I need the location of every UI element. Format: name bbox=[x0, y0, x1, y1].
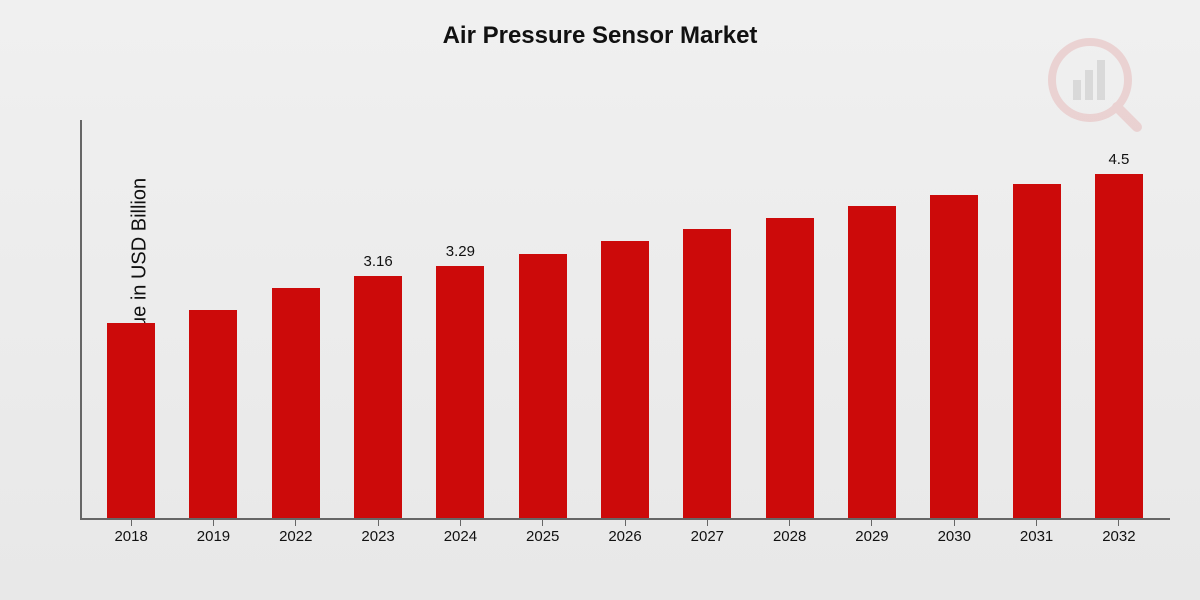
x-tick bbox=[707, 520, 708, 526]
x-tick bbox=[1118, 520, 1119, 526]
bar-slot: 4.5 bbox=[1078, 120, 1160, 518]
tick-slot bbox=[419, 520, 501, 526]
bar bbox=[930, 195, 978, 518]
bars-container: 3.16 3.29 4.5 bbox=[80, 120, 1170, 518]
x-axis-label: 2022 bbox=[255, 528, 337, 545]
bar bbox=[272, 288, 320, 518]
bar bbox=[683, 229, 731, 518]
bar-slot bbox=[172, 120, 254, 518]
x-axis-label: 2027 bbox=[666, 528, 748, 545]
x-tick bbox=[295, 520, 296, 526]
bar-slot bbox=[90, 120, 172, 518]
tick-slot bbox=[337, 520, 419, 526]
plot-area: 3.16 3.29 4.5 bbox=[80, 120, 1170, 520]
x-axis-label: 2030 bbox=[913, 528, 995, 545]
tick-slot bbox=[1078, 520, 1160, 526]
x-axis-label: 2019 bbox=[172, 528, 254, 545]
tick-slot bbox=[913, 520, 995, 526]
bar-slot: 3.29 bbox=[419, 120, 501, 518]
bar-slot bbox=[584, 120, 666, 518]
bar-slot bbox=[831, 120, 913, 518]
x-ticks bbox=[80, 520, 1170, 526]
x-axis-label: 2032 bbox=[1078, 528, 1160, 545]
tick-slot bbox=[831, 520, 913, 526]
bar-slot bbox=[502, 120, 584, 518]
bar-slot: 3.16 bbox=[337, 120, 419, 518]
tick-slot bbox=[172, 520, 254, 526]
x-tick bbox=[1036, 520, 1037, 526]
bar bbox=[766, 218, 814, 518]
bar-slot bbox=[913, 120, 995, 518]
bar bbox=[1013, 184, 1061, 518]
x-axis-label: 2018 bbox=[90, 528, 172, 545]
tick-slot bbox=[666, 520, 748, 526]
x-axis-label: 2031 bbox=[995, 528, 1077, 545]
bar bbox=[436, 266, 484, 518]
bar-slot bbox=[995, 120, 1077, 518]
x-axis-labels: 2018201920222023202420252026202720282029… bbox=[80, 528, 1170, 545]
bar bbox=[107, 323, 155, 518]
tick-slot bbox=[255, 520, 337, 526]
x-tick bbox=[213, 520, 214, 526]
x-tick bbox=[789, 520, 790, 526]
bar-value-label: 3.16 bbox=[363, 253, 392, 270]
x-tick bbox=[131, 520, 132, 526]
bar-value-label: 3.29 bbox=[446, 243, 475, 260]
tick-slot bbox=[90, 520, 172, 526]
bar bbox=[601, 241, 649, 518]
bar bbox=[519, 254, 567, 518]
x-tick bbox=[378, 520, 379, 526]
tick-slot bbox=[584, 520, 666, 526]
x-axis-label: 2026 bbox=[584, 528, 666, 545]
x-axis-label: 2023 bbox=[337, 528, 419, 545]
x-tick bbox=[542, 520, 543, 526]
x-tick bbox=[954, 520, 955, 526]
bar-value-label: 4.5 bbox=[1108, 151, 1129, 168]
x-axis-label: 2025 bbox=[502, 528, 584, 545]
bar-slot bbox=[666, 120, 748, 518]
x-tick bbox=[625, 520, 626, 526]
bar-slot bbox=[255, 120, 337, 518]
x-axis-label: 2028 bbox=[749, 528, 831, 545]
x-tick bbox=[460, 520, 461, 526]
bar-slot bbox=[749, 120, 831, 518]
x-axis-label: 2029 bbox=[831, 528, 913, 545]
tick-slot bbox=[502, 520, 584, 526]
bar bbox=[848, 206, 896, 518]
x-axis-label: 2024 bbox=[419, 528, 501, 545]
tick-slot bbox=[995, 520, 1077, 526]
bar bbox=[189, 310, 237, 518]
bar bbox=[1095, 174, 1143, 518]
bar bbox=[354, 276, 402, 518]
chart-title: Air Pressure Sensor Market bbox=[0, 22, 1200, 50]
x-tick bbox=[871, 520, 872, 526]
tick-slot bbox=[749, 520, 831, 526]
